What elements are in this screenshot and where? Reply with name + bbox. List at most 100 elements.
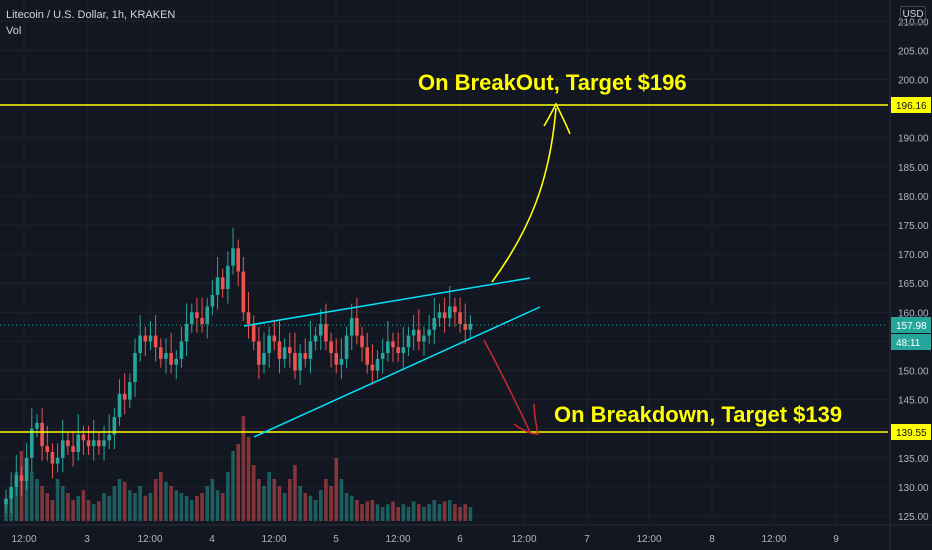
candle-body: [272, 335, 277, 342]
breakout-arrowhead: [543, 102, 571, 135]
candle-body: [60, 440, 65, 458]
candle-body: [282, 347, 287, 359]
candle-body: [91, 440, 96, 447]
volume-bar: [468, 507, 473, 521]
currency-button[interactable]: USD: [900, 6, 926, 24]
candle-body: [71, 446, 75, 452]
volume-bar: [251, 465, 256, 521]
volume-bar: [55, 479, 60, 521]
y-tick-label: 185.00: [898, 163, 929, 174]
volume-bar: [231, 451, 235, 521]
volume-bar: [153, 479, 158, 521]
candle-body: [453, 306, 457, 313]
candle-body: [427, 329, 431, 336]
candle-body: [288, 347, 292, 354]
volume-bar: [148, 493, 153, 521]
volume-bar: [391, 501, 395, 521]
candle-body: [262, 353, 266, 365]
candle-body: [365, 347, 369, 365]
y-tick-label: 180.00: [898, 192, 929, 203]
volume-bar: [122, 481, 127, 521]
volume-bar: [102, 493, 106, 521]
y-tick-label: 200.00: [898, 76, 929, 87]
candle-body: [107, 434, 111, 441]
price-tag-last-bg: [891, 317, 931, 333]
volume-bar: [313, 500, 318, 521]
candle-body: [267, 335, 271, 354]
volume-bar: [195, 495, 199, 521]
volume-bar: [375, 504, 380, 521]
volume-bar: [308, 495, 313, 521]
candle-body: [97, 440, 101, 447]
candle-body: [437, 312, 442, 319]
x-tick-label: 12:00: [636, 534, 661, 545]
x-tick-label: 4: [209, 534, 215, 545]
x-tick-label: 12:00: [11, 534, 36, 545]
volume-bar: [355, 500, 359, 521]
volume-bar: [30, 472, 34, 521]
wedge-upper-trendline: [243, 277, 531, 327]
candle-body: [138, 335, 142, 354]
volume-bar: [334, 458, 339, 521]
volume-bar: [60, 486, 65, 521]
candle-body: [339, 358, 344, 365]
candle-body: [169, 353, 173, 365]
volume-bar: [66, 493, 70, 521]
volume-bar: [288, 479, 292, 521]
candle-body: [55, 457, 60, 464]
candle-body: [236, 248, 240, 272]
volume-bar: [272, 479, 277, 521]
symbol-title: Litecoin / U.S. Dollar, 1h, KRAKEN: [6, 9, 176, 21]
candle-body: [401, 347, 406, 354]
x-tick-label: 9: [833, 534, 839, 545]
x-tick-label: 3: [84, 534, 90, 545]
x-tick-label: 8: [709, 534, 715, 545]
breakout-annotation: On BreakOut, Target $196: [418, 70, 687, 95]
x-tick-label: 6: [457, 534, 463, 545]
breakdown-arrow: [483, 339, 531, 433]
volume-bar: [422, 507, 426, 521]
volume-bar: [179, 493, 184, 521]
volume-bar: [458, 507, 462, 521]
volume-bar: [143, 495, 148, 521]
volume-bar: [442, 501, 447, 521]
candle-body: [50, 451, 55, 464]
volume-bar: [463, 504, 468, 521]
candle-body: [293, 353, 297, 371]
candle-body: [189, 312, 194, 324]
candle-body: [66, 440, 70, 447]
volume-bar: [107, 495, 111, 521]
volume-bar: [174, 490, 179, 521]
y-tick-label: 165.00: [898, 279, 929, 290]
candle-body: [14, 475, 19, 487]
volume-bar: [447, 500, 452, 521]
price-tag-countdown: 48:11: [896, 338, 921, 349]
candle-body: [24, 457, 29, 482]
volume-bar: [71, 500, 75, 521]
volume-bar: [112, 486, 117, 521]
candle-body: [205, 306, 210, 324]
volume-bar: [380, 507, 385, 521]
breakdown-arrowhead: [513, 403, 539, 435]
volume-bar: [76, 495, 81, 521]
volume-bar: [220, 493, 225, 521]
volume-bar: [246, 437, 251, 521]
candle-body: [164, 353, 168, 359]
volume-bar: [164, 481, 168, 521]
y-tick-label: 160.00: [898, 308, 929, 319]
volume-bar: [97, 501, 101, 521]
volume-bar: [91, 504, 96, 521]
candle-body: [468, 323, 473, 330]
candle-body: [220, 277, 225, 290]
candle-body: [313, 335, 318, 342]
volume-bar: [406, 507, 411, 521]
volume-bar: [277, 486, 282, 521]
volume-bar: [282, 493, 287, 521]
volume-bar: [128, 490, 132, 521]
candle-body: [40, 422, 44, 447]
volume-bar: [267, 472, 271, 521]
candle-body: [174, 358, 179, 365]
candle-body: [128, 382, 132, 400]
candle-body: [370, 364, 375, 371]
